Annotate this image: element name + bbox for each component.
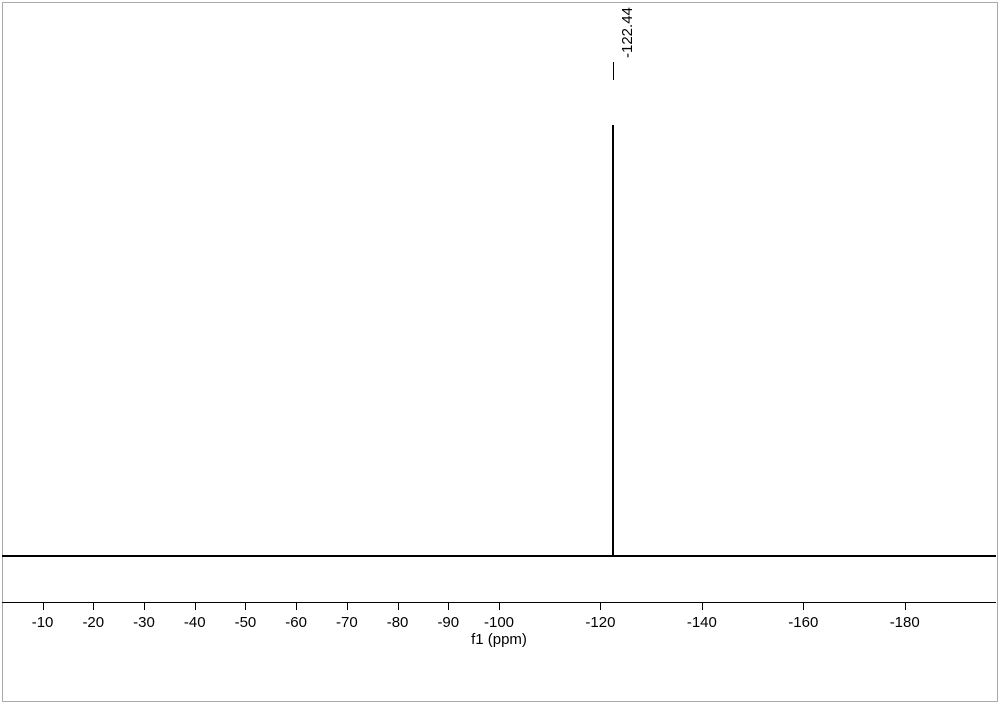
x-axis-tick-label: -120	[585, 614, 615, 631]
x-axis-tick-label: -140	[687, 614, 717, 631]
x-axis-tick-label: -70	[336, 614, 358, 631]
x-axis-tick	[499, 602, 500, 610]
x-axis-tick	[296, 602, 297, 610]
x-axis-tick-label: -20	[82, 614, 104, 631]
x-axis-tick-label: -30	[133, 614, 155, 631]
x-axis-tick	[905, 602, 906, 610]
x-axis-tick	[195, 602, 196, 610]
x-axis-tick-label: -160	[788, 614, 818, 631]
x-axis-tick	[600, 602, 601, 610]
nmr-spectrum-figure: -122.44 -10 -20 -30 -40 -50 -60 -70 -80 -90 -100 -…	[0, 0, 1000, 703]
plot-area	[2, 2, 998, 701]
x-axis-tick	[398, 602, 399, 610]
x-axis-tick	[43, 602, 44, 610]
x-axis-tick	[448, 602, 449, 610]
x-axis-tick-label: -80	[387, 614, 409, 631]
x-axis-tick-label: -180	[890, 614, 920, 631]
spectrum-peak	[612, 125, 614, 555]
x-axis-tick	[93, 602, 94, 610]
x-axis-tick-label: -50	[235, 614, 257, 631]
x-axis-tick	[347, 602, 348, 610]
peak-label: -122.44	[619, 7, 636, 58]
x-axis-tick-label: -40	[184, 614, 206, 631]
x-axis-tick	[144, 602, 145, 610]
x-axis-tick-label: -60	[285, 614, 307, 631]
x-axis-tick	[245, 602, 246, 610]
x-axis-label: f1 (ppm)	[471, 631, 527, 648]
x-axis-tick-label: -100	[484, 614, 514, 631]
x-axis-tick	[803, 602, 804, 610]
spectrum-baseline	[2, 555, 996, 557]
x-axis-tick	[702, 602, 703, 610]
peak-marker-tick	[613, 62, 614, 80]
x-axis-tick-label: -10	[32, 614, 54, 631]
x-axis-tick-label: -90	[437, 614, 459, 631]
